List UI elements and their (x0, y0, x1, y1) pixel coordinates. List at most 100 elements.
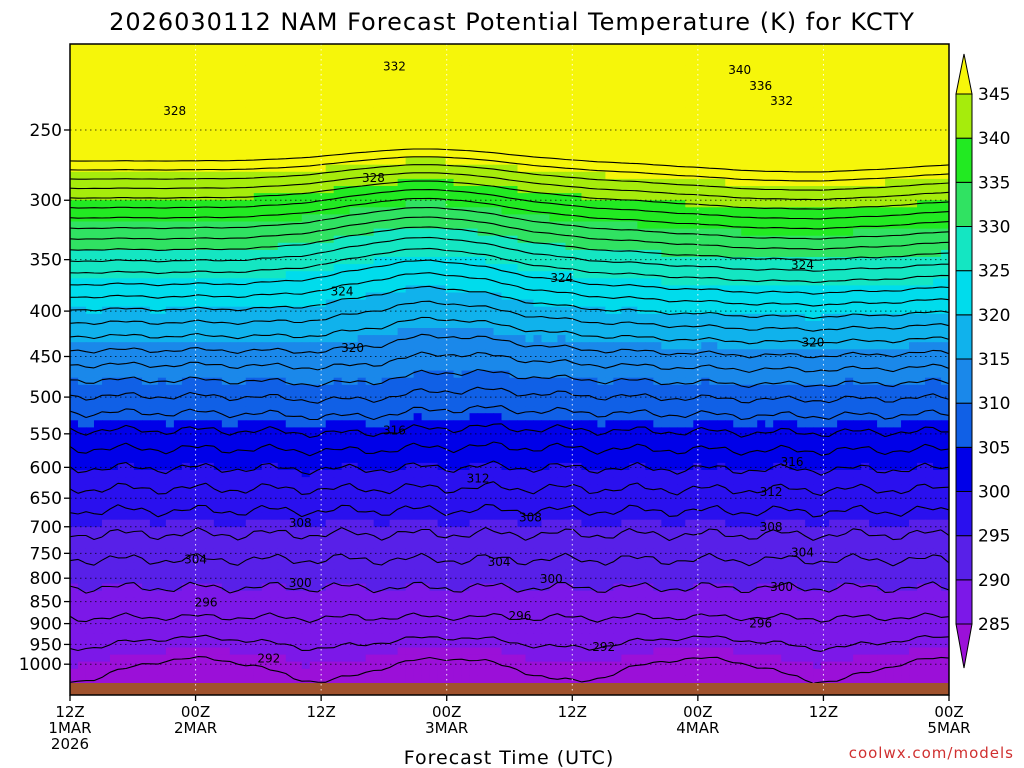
colorbar-bin (955, 93, 973, 139)
contour-320 (70, 285, 949, 320)
y-tick-label: 600 (30, 458, 62, 478)
colorbar-label: 295 (978, 527, 1010, 547)
x-tick-label: 1MAR (48, 719, 91, 737)
y-tick-label: 1000 (19, 655, 62, 675)
colorbar-bin (955, 358, 973, 404)
contour-lines (70, 148, 949, 684)
colorbar-label: 315 (978, 350, 1010, 370)
contour-label: 300 (540, 572, 563, 586)
contour-316 (70, 316, 949, 345)
contour-344 (70, 164, 949, 191)
contour-label: 324 (791, 258, 814, 272)
contour-322 (70, 272, 949, 307)
chart-title: 2026030112 NAM Forecast Potential Temper… (109, 8, 915, 36)
contour-338 (70, 189, 949, 220)
x-tick-label: 5MAR (927, 719, 970, 737)
contour-label: 308 (289, 516, 312, 530)
y-tick-label: 650 (30, 489, 62, 509)
contour-328 (70, 236, 949, 272)
surface-bar (70, 683, 949, 695)
colorbar-bin (955, 402, 973, 448)
contour-label: 300 (289, 576, 312, 590)
colorbar-label: 330 (978, 218, 1010, 238)
colorbar-bottom-arrow (955, 623, 973, 669)
y-tick-label: 700 (30, 518, 62, 538)
credit-text: coolwx.com/models (849, 744, 1014, 762)
y-tick-label: 900 (30, 615, 62, 635)
contour-340 (70, 180, 949, 210)
x-axis-label: Forecast Time (UTC) (404, 747, 614, 768)
colorbar-label: 340 (978, 129, 1010, 149)
contour-label: 308 (519, 510, 542, 524)
contour-label: 296 (195, 595, 218, 609)
y-tick-label: 300 (30, 191, 62, 211)
x-tick-label: 2MAR (174, 719, 217, 737)
contour-348 (70, 148, 949, 173)
contour-334 (70, 206, 949, 240)
colorbar-label: 285 (978, 615, 1010, 635)
x-tick-label: 4MAR (676, 719, 719, 737)
colorbar-top-arrow (955, 53, 973, 95)
contour-330 (70, 226, 949, 261)
contour-label: 292 (592, 640, 615, 654)
contour-label: 320 (802, 336, 825, 350)
contour-292 (70, 552, 949, 567)
contour-310 (70, 368, 949, 388)
colorbar-label: 290 (978, 571, 1010, 591)
x-tick-label: 3MAR (425, 719, 468, 737)
contour-318 (70, 300, 949, 332)
contour-label: 304 (184, 552, 207, 566)
contour-label: 300 (770, 580, 793, 594)
y-tick-label: 800 (30, 569, 62, 589)
contour-346 (70, 156, 949, 182)
plot-frame (69, 43, 950, 696)
colorbar-bin (955, 137, 973, 183)
colorbar-label: 325 (978, 262, 1010, 282)
contour-312 (70, 351, 949, 373)
contour-label: 336 (749, 79, 772, 93)
x-tick-label: 12Z (558, 703, 587, 721)
contour-298 (70, 481, 949, 497)
contour-300 (70, 460, 949, 476)
colorbar-bin (955, 181, 973, 227)
contour-286 (70, 634, 949, 652)
x-tick-label: 12Z (809, 703, 838, 721)
contour-label: 292 (257, 651, 280, 665)
x-tick-label: 12Z (306, 703, 335, 721)
contour-label: 324 (550, 271, 573, 285)
y-tick-label: 400 (30, 302, 62, 322)
contour-label: 316 (781, 455, 804, 469)
x-tick-label: 00Z (683, 703, 712, 721)
colorbar-label: 335 (978, 173, 1010, 193)
contour-304 (70, 423, 949, 439)
x-tick-label: 00Z (181, 703, 210, 721)
x-tick-label: 00Z (432, 703, 461, 721)
y-tick-label: 750 (30, 544, 62, 564)
colorbar-bin (955, 314, 973, 360)
contour-label: 320 (341, 341, 364, 355)
contour-label: 316 (383, 423, 406, 437)
colorbar: 285 290 295 300 305 310 315 320 325 330 335 340 345 (955, 53, 1010, 669)
contour-284 (70, 656, 949, 684)
x-tick-label: 00Z (934, 703, 963, 721)
contour-label: 312 (760, 485, 783, 499)
contour-314 (70, 333, 949, 359)
y-tick-label: 550 (30, 425, 62, 445)
colorbar-bin (955, 491, 973, 537)
colorbar-label: 310 (978, 394, 1010, 414)
colorbar-bin (955, 535, 973, 581)
colorbar-bin (955, 446, 973, 493)
contour-302 (70, 441, 949, 457)
contour-306 (70, 405, 949, 421)
contour-label: 296 (749, 617, 772, 631)
contour-296 (70, 503, 949, 518)
contour-308 (70, 386, 949, 404)
contour-342 (70, 172, 949, 201)
contour-294 (70, 527, 949, 542)
contour-label: 332 (383, 59, 406, 73)
contour-label: 312 (467, 472, 490, 486)
contour-label: 332 (770, 94, 793, 108)
